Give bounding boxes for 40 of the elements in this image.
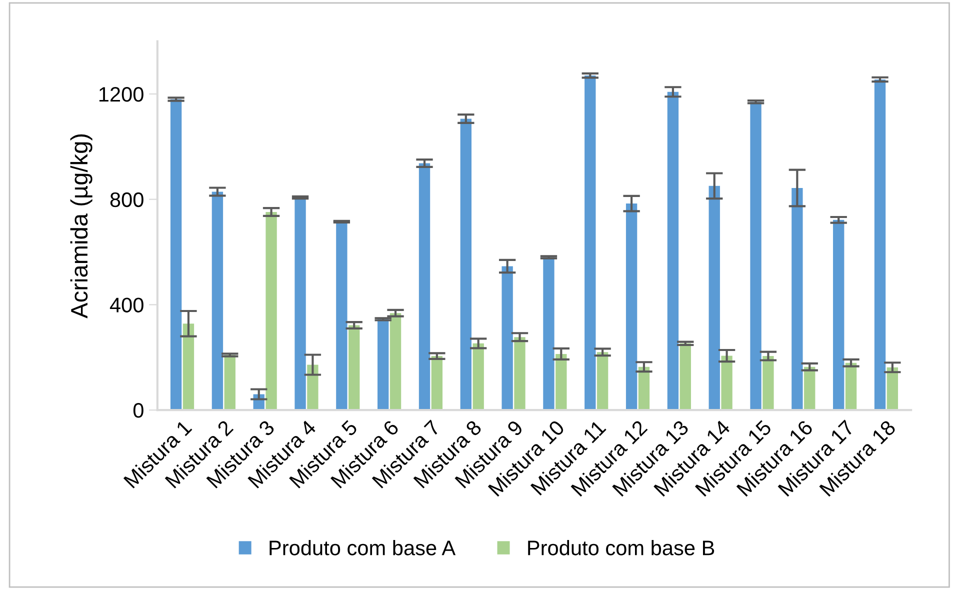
bar [792, 188, 803, 410]
y-tick-label: 800 [110, 192, 144, 208]
legend-label: Produto com base A [270, 540, 456, 556]
bar [833, 220, 844, 410]
bar [596, 352, 608, 410]
bar [556, 354, 567, 410]
bar [348, 325, 360, 410]
bar [708, 186, 720, 410]
bar [750, 102, 762, 410]
bar [626, 204, 638, 410]
bar [667, 92, 679, 410]
bar [224, 355, 236, 410]
bar [845, 362, 857, 410]
bar [886, 367, 898, 410]
bar [182, 324, 194, 410]
y-tick-label: 1200 [99, 86, 144, 102]
bar [170, 99, 182, 410]
bar [266, 212, 277, 410]
bar [307, 364, 318, 410]
legend-label: Produto com base B [528, 540, 714, 556]
y-axis-title: Acriamida (µg/kg) [70, 134, 92, 318]
bar [721, 356, 732, 410]
bar [680, 343, 691, 410]
bar [460, 118, 472, 410]
bar [212, 192, 224, 410]
y-tick-label: 0 [133, 403, 144, 418]
bar [390, 313, 402, 410]
bar [336, 222, 348, 410]
bar [543, 257, 554, 410]
y-tick-label: 400 [110, 298, 144, 312]
bar [514, 337, 526, 410]
bar [472, 343, 484, 410]
bar [418, 163, 430, 410]
bar [378, 319, 389, 410]
bar [584, 76, 596, 410]
bar [638, 366, 650, 410]
bar [762, 356, 774, 410]
bar [874, 79, 886, 410]
bar [502, 266, 513, 410]
bar [431, 356, 443, 410]
